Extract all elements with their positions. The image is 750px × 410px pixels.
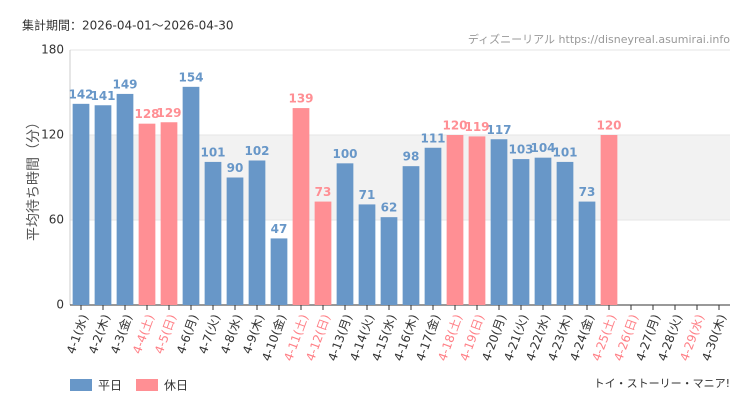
bar <box>512 159 530 305</box>
bar <box>72 103 90 305</box>
bar <box>138 123 156 306</box>
data-label: 47 <box>271 222 288 236</box>
legend-swatch <box>70 379 92 391</box>
data-label: 120 <box>596 119 621 133</box>
bar <box>248 160 266 305</box>
bar <box>402 166 420 305</box>
legend-label: 休日 <box>164 379 188 393</box>
data-label: 104 <box>530 141 555 155</box>
y-tick-label: 60 <box>49 213 64 227</box>
y-axis-label: 平均待ち時間（分） <box>26 115 42 241</box>
bar <box>270 238 288 305</box>
data-label: 73 <box>315 185 332 199</box>
legend-label: 平日 <box>98 379 122 393</box>
data-label: 129 <box>156 106 181 120</box>
bar <box>358 204 376 305</box>
data-label: 71 <box>359 188 376 202</box>
shaded-band <box>70 135 730 220</box>
data-label: 101 <box>552 145 577 159</box>
bar <box>380 217 398 305</box>
legend-swatch <box>136 379 158 391</box>
data-label: 128 <box>134 107 159 121</box>
bar <box>600 135 618 305</box>
data-label: 149 <box>112 77 137 91</box>
bar <box>446 135 464 305</box>
data-label: 101 <box>200 145 225 159</box>
bar <box>314 201 332 305</box>
data-label: 103 <box>508 143 533 157</box>
data-label: 100 <box>332 147 357 161</box>
bar <box>94 105 112 305</box>
bar <box>424 147 442 305</box>
data-label: 142 <box>68 87 93 101</box>
bar <box>226 177 244 305</box>
bar <box>490 139 508 305</box>
data-label: 102 <box>244 144 269 158</box>
data-label: 62 <box>381 201 398 215</box>
data-label: 90 <box>227 161 244 175</box>
bar <box>160 122 178 305</box>
bar <box>578 201 596 305</box>
data-label: 73 <box>579 185 596 199</box>
y-tick-label: 180 <box>41 43 64 57</box>
bar <box>292 108 310 305</box>
y-tick-label: 120 <box>41 128 64 142</box>
data-label: 117 <box>486 123 511 137</box>
data-label: 139 <box>288 92 313 106</box>
bar <box>182 86 200 305</box>
bar <box>534 157 552 305</box>
data-label: 119 <box>464 120 489 134</box>
bar <box>556 161 574 305</box>
data-label: 98 <box>403 150 420 164</box>
source: ディズニーリアル https://disneyreal.asumirai.inf… <box>468 32 730 46</box>
bar <box>336 163 354 305</box>
bar <box>204 161 222 305</box>
subtitle: 集計期間：2026-04-01～2026-04-30 <box>22 18 233 33</box>
bar <box>468 136 486 305</box>
data-label: 111 <box>420 131 445 145</box>
bar <box>116 93 134 306</box>
attraction-name: トイ・ストーリー・マニア! <box>594 377 730 390</box>
data-label: 141 <box>90 89 115 103</box>
y-tick-label: 0 <box>56 298 64 312</box>
data-label: 120 <box>442 119 467 133</box>
data-label: 154 <box>178 70 203 84</box>
